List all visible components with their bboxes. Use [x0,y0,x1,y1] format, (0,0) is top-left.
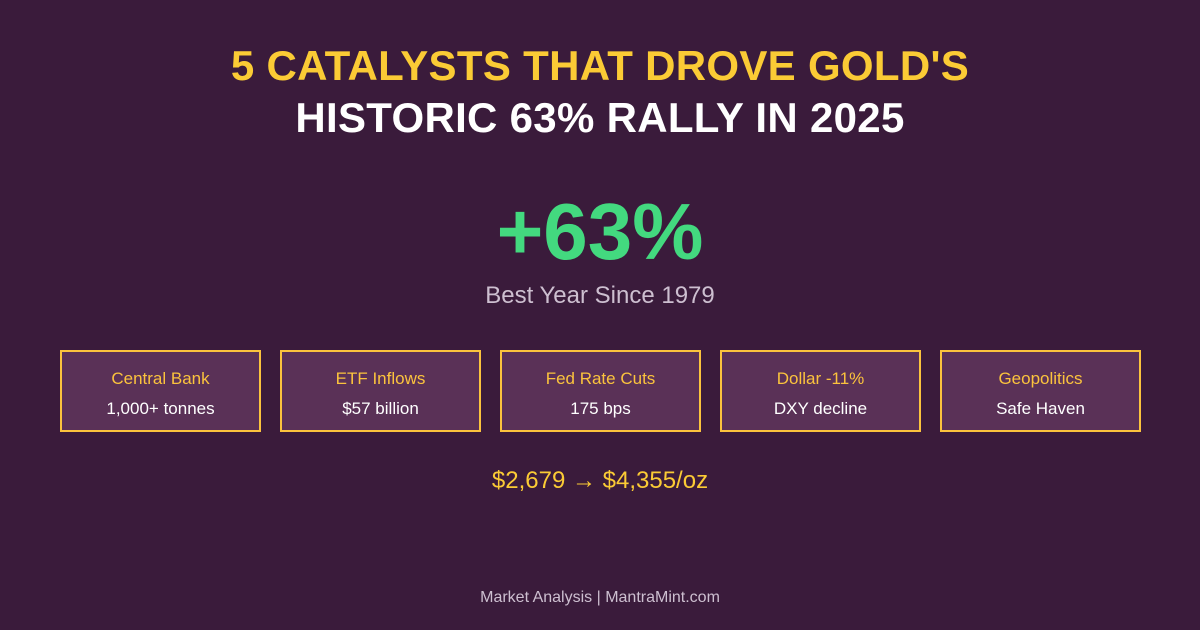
catalyst-heading: Fed Rate Cuts [545,369,656,388]
price-change: $2,679 → $4,355/oz [491,467,709,494]
catalyst-heading: Geopolitics [998,369,1083,388]
title-line-2: HISTORIC 63% RALLY IN 2025 [295,94,905,141]
catalyst-card-dollar: Dollar -11% DXY decline [720,350,921,432]
catalyst-card-fed-rate-cuts: Fed Rate Cuts 175 bps [500,350,701,432]
page-title: 5 CATALYSTS THAT DROVE GOLD'S HISTORIC 6… [0,40,1200,144]
catalyst-card-etf-inflows: ETF Inflows $57 billion [280,350,481,432]
catalyst-card-central-bank: Central Bank 1,000+ tonnes [60,350,261,432]
catalyst-value: 175 bps [570,399,631,418]
catalyst-value: $57 billion [342,399,419,418]
catalyst-value: 1,000+ tonnes [106,399,215,418]
catalyst-value: Safe Haven [996,399,1085,418]
catalyst-heading: Central Bank [111,369,210,388]
headline-stat-value: +63% [496,187,704,276]
catalyst-heading: ETF Inflows [335,369,426,388]
catalyst-heading: Dollar -11% [776,369,865,388]
title-line-1: 5 CATALYSTS THAT DROVE GOLD'S [230,42,970,89]
footer-credit: Market Analysis | MantraMint.com [480,589,720,606]
catalyst-value: DXY decline [773,399,868,418]
headline-stat-caption: Best Year Since 1979 [485,282,715,309]
catalyst-card-geopolitics: Geopolitics Safe Haven [940,350,1141,432]
